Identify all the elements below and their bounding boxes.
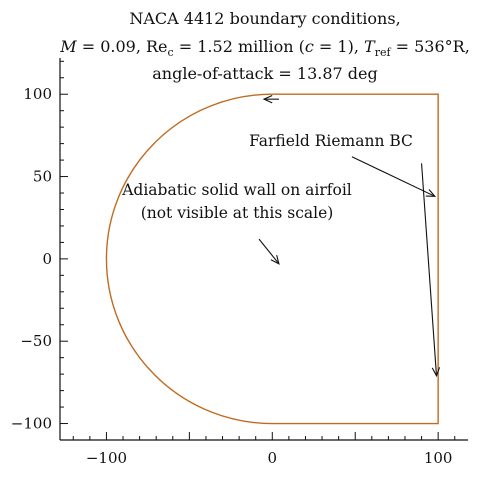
axes: 100 50 0 −50 −100 −100 0 100 xyxy=(11,58,468,467)
y-tick-label: −50 xyxy=(20,332,52,350)
wall-label-line-2: (not visible at this scale) xyxy=(141,204,334,222)
title-line-3: angle-of-attack = 13.87 deg xyxy=(152,64,377,83)
chord-symbol: c xyxy=(305,37,314,56)
farfield-label: Farfield Riemann BC xyxy=(249,132,413,150)
domain-boundary xyxy=(105,93,439,425)
y-tick-label: −100 xyxy=(11,415,52,433)
arrow-1 xyxy=(262,94,279,104)
temperature-symbol: T xyxy=(364,37,376,56)
arrow-3 xyxy=(421,163,441,378)
temperature-value: = 536°R, xyxy=(391,37,470,56)
reynolds-subscript: c xyxy=(168,46,174,59)
arrow-head xyxy=(270,254,280,265)
arrow-head xyxy=(262,94,273,104)
arrow-shaft xyxy=(258,238,280,265)
y-tick-label: 100 xyxy=(23,85,52,103)
wall-label-line-1: Adiabatic solid wall on airfoil xyxy=(121,181,352,199)
x-tick-label: 100 xyxy=(424,449,453,467)
x-tick-label: 0 xyxy=(268,449,278,467)
temperature-subscript: ref xyxy=(375,46,392,59)
title-line-2: M = 0.09, Rec = 1.52 million (c = 1), Tr… xyxy=(59,37,470,59)
arrow-head xyxy=(425,189,437,197)
annotation-arrows xyxy=(258,94,441,378)
title-line-1: NACA 4412 boundary conditions, xyxy=(129,9,400,28)
arrow-4 xyxy=(258,238,280,265)
reynolds-value: = 1.52 million ( xyxy=(174,37,305,56)
arrow-shaft xyxy=(421,163,438,376)
arrow-shaft xyxy=(351,156,436,197)
mach-reynolds-text: = 0.09, Re xyxy=(77,37,168,56)
arrow-head xyxy=(431,367,441,378)
y-tick-label: 0 xyxy=(42,250,52,268)
farfield-boundary-curve xyxy=(105,93,439,425)
x-tick-label: −100 xyxy=(86,449,127,467)
chord-value: = 1), xyxy=(314,37,364,56)
y-tick-label: 50 xyxy=(33,168,52,186)
mach-symbol: M xyxy=(59,37,77,56)
arrow-2 xyxy=(351,156,437,197)
